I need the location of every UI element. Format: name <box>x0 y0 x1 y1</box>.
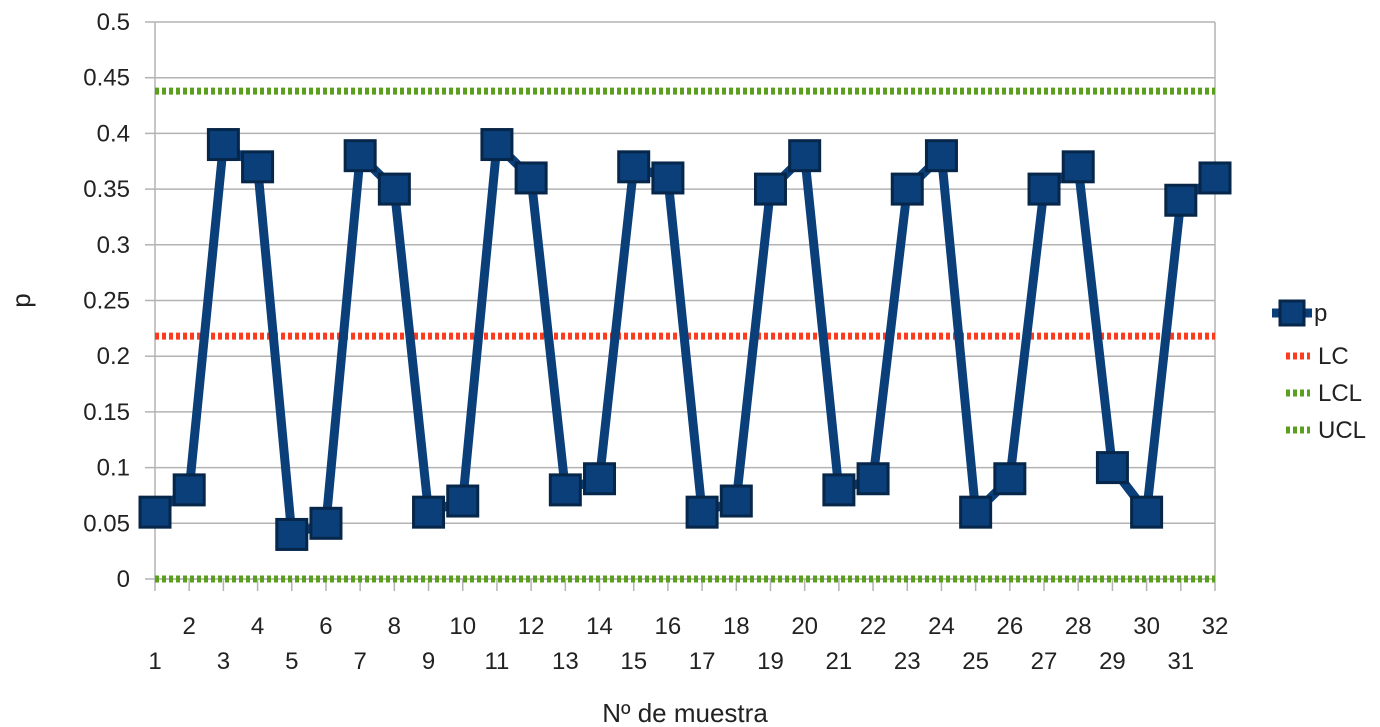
x-tick-label: 13 <box>552 648 579 675</box>
data-point <box>309 506 343 540</box>
x-tick-label: 18 <box>723 613 750 640</box>
x-tick-label: 17 <box>689 648 716 675</box>
data-point <box>1198 161 1232 195</box>
y-tick-label: 0.35 <box>83 176 130 203</box>
x-tick-label: 32 <box>1202 613 1229 640</box>
data-point <box>753 172 787 206</box>
data-point <box>480 128 514 162</box>
y-tick-labels: 0 0.05 0.1 0.15 0.2 0.25 0.3 0.35 0.4 0.45 0.5 <box>83 9 130 593</box>
x-tick-label: 5 <box>285 648 298 675</box>
data-point <box>651 161 685 195</box>
x-tick-label: 20 <box>791 613 818 640</box>
x-tick-label: 19 <box>757 648 784 675</box>
x-tick-label: 14 <box>586 613 613 640</box>
x-tick-label: 15 <box>620 648 647 675</box>
data-point <box>446 484 480 518</box>
data-point <box>1095 451 1129 485</box>
x-tick-label: 23 <box>894 648 921 675</box>
y-tick-label: 0.4 <box>97 120 130 147</box>
y-tick-label: 0.05 <box>83 510 130 537</box>
y-tick-label: 0.2 <box>97 343 130 370</box>
data-point <box>1061 150 1095 184</box>
data-point <box>1130 495 1164 529</box>
x-tick-label: 7 <box>353 648 366 675</box>
data-point <box>583 462 617 496</box>
y-tick-label: 0 <box>117 566 130 593</box>
x-tick-label: 27 <box>1031 648 1058 675</box>
x-tick-label: 26 <box>996 613 1023 640</box>
data-point <box>1027 172 1061 206</box>
x-tick-label: 9 <box>422 648 435 675</box>
data-point <box>1164 183 1198 217</box>
x-tick-label: 4 <box>251 613 264 640</box>
y-tick-label: 0.45 <box>83 65 130 92</box>
data-point <box>924 139 958 173</box>
data-point <box>788 139 822 173</box>
x-axis-title: Nº de muestra <box>602 698 768 727</box>
x-tick-label: 31 <box>1167 648 1194 675</box>
data-point <box>343 139 377 173</box>
x-tick-label: 21 <box>826 648 853 675</box>
data-point <box>138 495 172 529</box>
series-line-p <box>152 140 1218 539</box>
legend-label: LCL <box>1318 380 1362 407</box>
series-p <box>138 128 1232 551</box>
data-point <box>617 150 651 184</box>
y-tick-label: 0.3 <box>97 232 130 259</box>
y-tick-label: 0.5 <box>97 9 130 36</box>
legend-label: p <box>1314 300 1327 327</box>
x-tick-label: 22 <box>860 613 887 640</box>
x-tick-labels: 1234567891011121314151617181920212223242… <box>148 613 1228 675</box>
x-tick-label: 3 <box>217 648 230 675</box>
x-tick-label: 8 <box>388 613 401 640</box>
y-axis-title: p <box>6 293 36 307</box>
data-point <box>548 473 582 507</box>
data-point <box>514 161 548 195</box>
data-point <box>377 172 411 206</box>
data-point <box>890 172 924 206</box>
data-point <box>206 128 240 162</box>
x-tick-label: 25 <box>962 648 989 675</box>
data-point <box>172 473 206 507</box>
grid-lines <box>155 21 1215 580</box>
data-point <box>993 462 1027 496</box>
x-tick-label: 12 <box>518 613 545 640</box>
data-point <box>822 473 856 507</box>
x-tick-label: 6 <box>319 613 332 640</box>
data-point <box>685 495 719 529</box>
data-point <box>856 462 890 496</box>
x-tick-label: 2 <box>183 613 196 640</box>
legend-swatch-marker <box>1278 299 1306 327</box>
y-tick-label: 0.25 <box>83 288 130 315</box>
x-tick-label: 24 <box>928 613 955 640</box>
legend: p LC LCL UCL <box>1272 299 1366 444</box>
data-point <box>275 517 309 551</box>
x-tick-label: 29 <box>1099 648 1126 675</box>
data-point <box>241 150 275 184</box>
y-tick-label: 0.15 <box>83 399 130 426</box>
data-point <box>412 495 446 529</box>
data-point <box>719 484 753 518</box>
x-tick-label: 1 <box>148 648 161 675</box>
x-tick-label: 11 <box>484 648 509 675</box>
legend-label: LC <box>1318 343 1349 370</box>
x-tick-label: 10 <box>449 613 476 640</box>
x-tick-label: 16 <box>655 613 682 640</box>
reference-lines <box>155 87 1215 583</box>
y-tick-label: 0.1 <box>97 455 130 482</box>
legend-label: UCL <box>1318 417 1366 444</box>
x-tick-label: 28 <box>1065 613 1092 640</box>
data-point <box>959 495 993 529</box>
x-tick-label: 30 <box>1133 613 1160 640</box>
